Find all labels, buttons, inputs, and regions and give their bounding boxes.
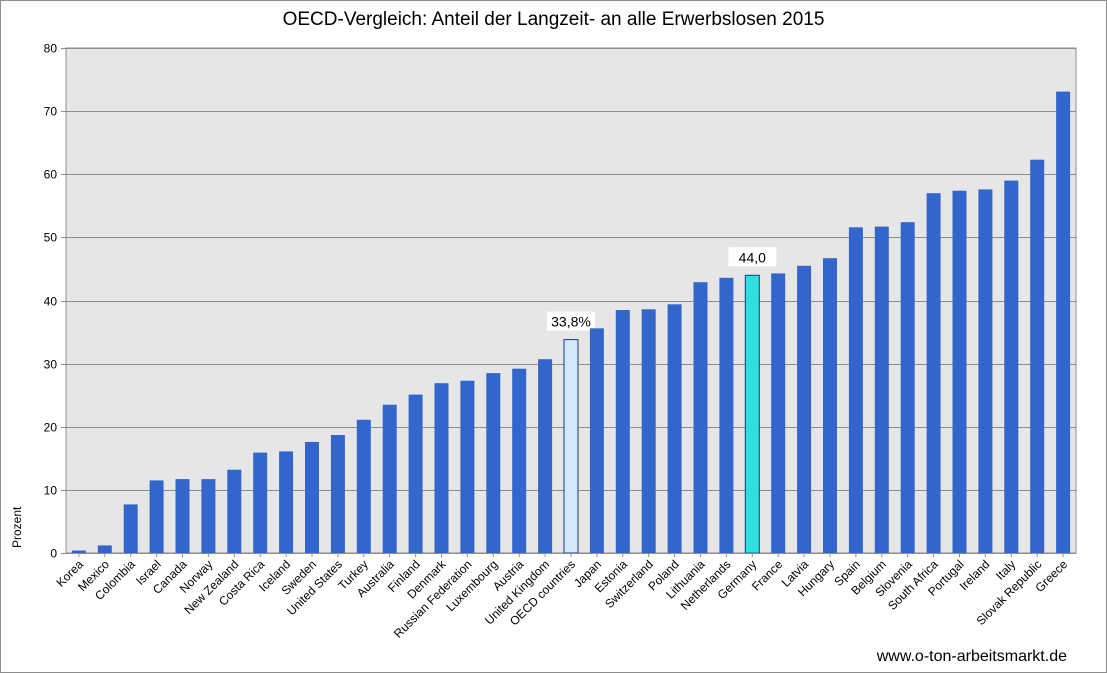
y-axis-label: Prozent — [10, 506, 24, 548]
bar — [719, 277, 734, 553]
y-tick-label: 50 — [44, 231, 58, 245]
bar — [434, 383, 449, 553]
bar — [667, 304, 682, 553]
bar — [460, 380, 475, 553]
bar — [823, 258, 837, 553]
bar — [382, 404, 397, 553]
y-tick-label: 30 — [44, 358, 58, 372]
bar — [149, 480, 164, 553]
bar — [201, 479, 216, 553]
bar — [797, 265, 812, 553]
y-tick-label: 60 — [44, 168, 58, 182]
bar — [1004, 180, 1019, 553]
bar — [71, 550, 86, 553]
bar — [305, 441, 319, 553]
bar — [97, 545, 112, 553]
data-label-background — [728, 247, 777, 267]
bar — [978, 189, 993, 553]
bar — [538, 359, 553, 553]
bar — [279, 451, 294, 553]
chart-title: OECD-Vergleich: Anteil der Langzeit- an … — [282, 9, 825, 30]
bar — [1030, 159, 1045, 553]
y-tick-label: 70 — [44, 105, 58, 119]
bar — [227, 469, 242, 553]
bar — [641, 309, 656, 553]
bar — [589, 328, 604, 553]
data-label: 33,8% — [551, 314, 591, 330]
bar — [408, 394, 423, 553]
y-tick-label: 10 — [44, 484, 58, 498]
bar — [253, 452, 268, 553]
bar — [771, 273, 786, 553]
bar — [512, 368, 527, 553]
bar — [926, 193, 941, 553]
bar — [874, 226, 889, 553]
y-tick-label: 80 — [44, 42, 58, 56]
y-tick-label: 40 — [44, 295, 58, 309]
bar — [952, 190, 967, 553]
bar — [744, 274, 760, 554]
bar — [563, 339, 579, 554]
bar — [900, 222, 915, 553]
source-credit: www.o-ton-arbeitsmarkt.de — [876, 648, 1067, 665]
data-label-background — [547, 311, 595, 331]
bar — [123, 504, 138, 553]
y-tick-label: 20 — [44, 421, 58, 435]
bar — [356, 419, 371, 553]
bar — [330, 435, 345, 553]
bar — [175, 479, 190, 553]
bar — [486, 373, 501, 553]
bar — [848, 227, 863, 554]
bar — [693, 282, 708, 553]
bar — [615, 310, 630, 553]
bar — [1056, 91, 1071, 553]
y-tick-label: 0 — [50, 547, 57, 561]
data-label: 44,0 — [739, 249, 766, 265]
